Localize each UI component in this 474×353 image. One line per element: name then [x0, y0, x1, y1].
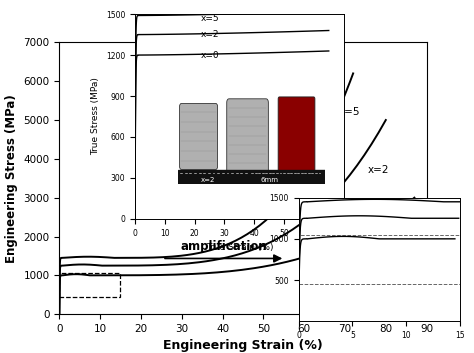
Bar: [178, 170, 325, 184]
Text: x=2: x=2: [367, 166, 389, 175]
X-axis label: Engineering Strain (%): Engineering Strain (%): [163, 340, 323, 352]
FancyBboxPatch shape: [278, 97, 315, 176]
Y-axis label: True Stress (MPa): True Stress (MPa): [91, 78, 100, 155]
Bar: [59, 273, 120, 297]
Text: $\varepsilon_f$=65%: $\varepsilon_f$=65%: [283, 172, 310, 181]
Bar: [299, 235, 460, 284]
Text: x=0: x=0: [201, 51, 219, 60]
X-axis label: True Strain (%): True Strain (%): [206, 243, 273, 252]
Text: $\varepsilon_1$=10%: $\varepsilon_1$=10%: [184, 172, 213, 181]
Y-axis label: Engineering Stress (MPa): Engineering Stress (MPa): [5, 94, 18, 263]
FancyBboxPatch shape: [227, 99, 268, 174]
Text: 6mm: 6mm: [261, 176, 279, 183]
Text: x=2: x=2: [201, 176, 216, 183]
Text: x=2: x=2: [201, 30, 219, 40]
FancyBboxPatch shape: [180, 103, 218, 169]
Text: x=5: x=5: [339, 107, 360, 117]
Text: x=0: x=0: [396, 224, 418, 234]
Text: x=5: x=5: [201, 14, 219, 23]
Text: amplification: amplification: [180, 240, 267, 253]
Text: $\varepsilon_2$=30%: $\varepsilon_2$=30%: [233, 172, 262, 181]
